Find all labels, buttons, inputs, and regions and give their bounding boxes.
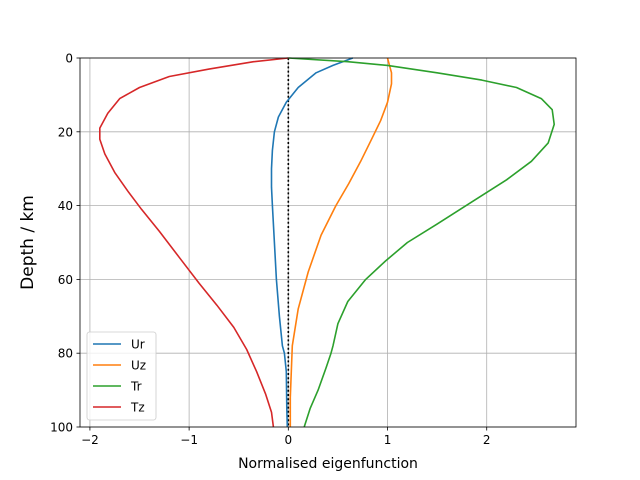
y-tick-label: 80 bbox=[58, 347, 73, 361]
x-axis-label: Normalised eigenfunction bbox=[238, 456, 418, 472]
x-tick-label: 2 bbox=[483, 433, 491, 447]
plot-frame bbox=[79, 57, 577, 428]
legend: Ur Uz Tr Tz bbox=[86, 331, 157, 421]
y-tick-label: 100 bbox=[50, 421, 73, 435]
legend-label-ur: Ur bbox=[131, 338, 145, 352]
y-tick-label: 0 bbox=[65, 52, 73, 66]
y-tick-label: 20 bbox=[58, 125, 73, 139]
y-axis-label: Depth / km bbox=[18, 195, 38, 290]
legend-box bbox=[86, 331, 157, 421]
legend-label-tr: Tr bbox=[130, 380, 142, 394]
x-tick-label: −1 bbox=[180, 433, 198, 447]
x-tick-label: −2 bbox=[81, 433, 99, 447]
y-axis: 0 20 40 60 80 100 bbox=[50, 52, 80, 435]
y-tick-label: 60 bbox=[58, 273, 73, 287]
series-line-tz bbox=[99, 57, 289, 428]
legend-label-tz: Tz bbox=[130, 401, 145, 415]
series-lines bbox=[99, 57, 556, 428]
series-line-ur bbox=[270, 57, 354, 428]
x-tick-label: 1 bbox=[384, 433, 392, 447]
y-tick-label: 40 bbox=[58, 199, 73, 213]
x-axis: −2 −1 0 1 2 bbox=[81, 427, 491, 447]
legend-label-uz: Uz bbox=[131, 359, 146, 373]
series-line-uz bbox=[289, 57, 393, 427]
series-line-tr bbox=[288, 57, 556, 428]
x-tick-label: 0 bbox=[284, 433, 292, 447]
